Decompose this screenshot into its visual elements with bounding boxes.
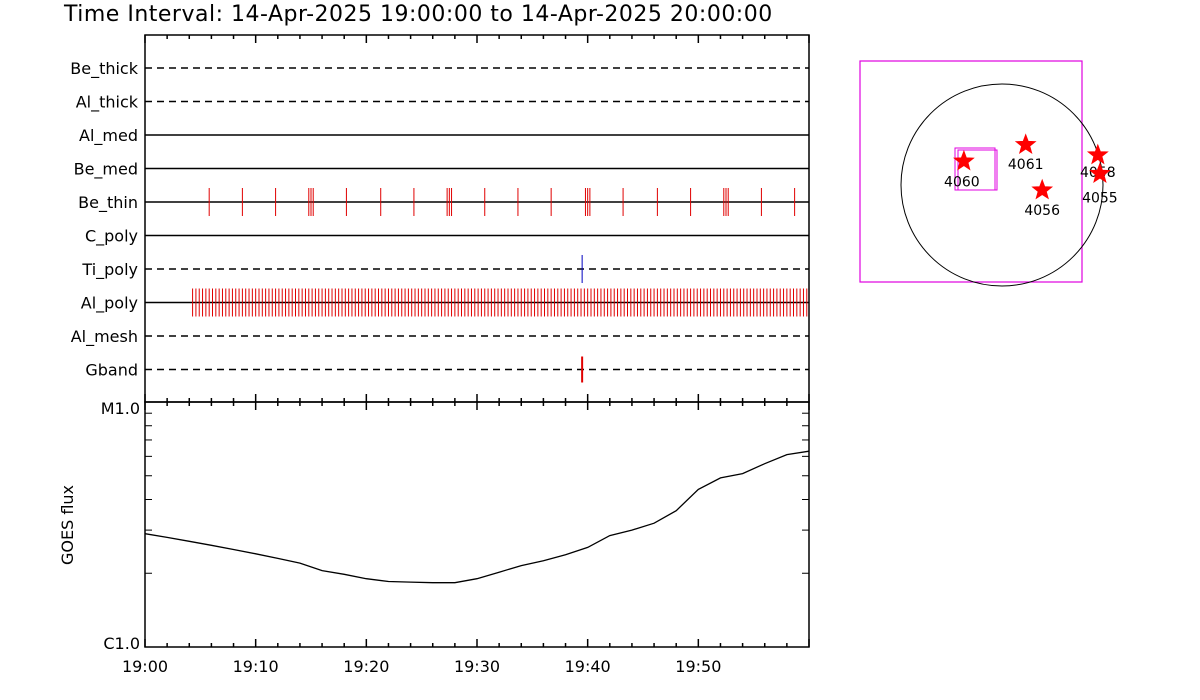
active-region-label: 4060: [944, 174, 980, 190]
channel-label: Be_thick: [70, 59, 138, 79]
x-tick-label: 19:20: [343, 657, 389, 676]
goes-panel: M1.0 C1.0 GOES flux: [58, 399, 810, 653]
active-region-label: 4055: [1082, 191, 1118, 207]
y-tick-label-bottom: C1.0: [103, 634, 140, 653]
channel-label: C_poly: [85, 227, 138, 247]
active-region-star: [1089, 162, 1111, 183]
channel-label: Be_thin: [78, 193, 138, 213]
goes-frame: [144, 401, 810, 648]
goes-flux-line: [144, 450, 810, 584]
channel-label: Al_med: [79, 126, 138, 146]
channel-label: Al_mesh: [71, 327, 138, 347]
x-tick-label: 19:40: [565, 657, 611, 676]
x-tick-label: 19:10: [233, 657, 279, 676]
channel-label: Be_med: [74, 160, 138, 180]
channel-label: Gband: [85, 361, 138, 380]
active-region-star: [1014, 133, 1037, 155]
x-tick-label: 19:30: [454, 657, 500, 676]
solar-disk-panel: 40604061405640584055: [859, 60, 1118, 287]
fov-box-small: [957, 149, 998, 191]
channel-label: Al_thick: [76, 93, 139, 113]
timeline-frame: [144, 34, 810, 403]
solar-limb-circle: [900, 83, 1104, 287]
active-region-star: [1086, 143, 1109, 165]
channel-label: Al_poly: [81, 294, 138, 314]
x-tick-label: 19:50: [675, 657, 721, 676]
page-title: Time Interval: 14-Apr-2025 19:00:00 to 1…: [64, 2, 773, 27]
channel-label: Ti_poly: [81, 260, 138, 280]
timeline-panel: Be_thick Al_thick Al_med Be_med Be_thin C_pol…: [70, 34, 810, 403]
time-axis: 19:00 19:10 19:20 19:30 19:40 19:50: [122, 35, 810, 676]
active-region-star: [953, 149, 975, 171]
y-axis-label: GOES flux: [58, 485, 77, 565]
active-region-label: 4061: [1008, 157, 1044, 173]
active-region-label: 4056: [1024, 203, 1060, 219]
active-region-star: [1031, 178, 1054, 200]
fov-box-large: [859, 60, 1083, 283]
y-tick-label-top: M1.0: [101, 399, 140, 418]
x-tick-label: 19:00: [122, 657, 168, 676]
